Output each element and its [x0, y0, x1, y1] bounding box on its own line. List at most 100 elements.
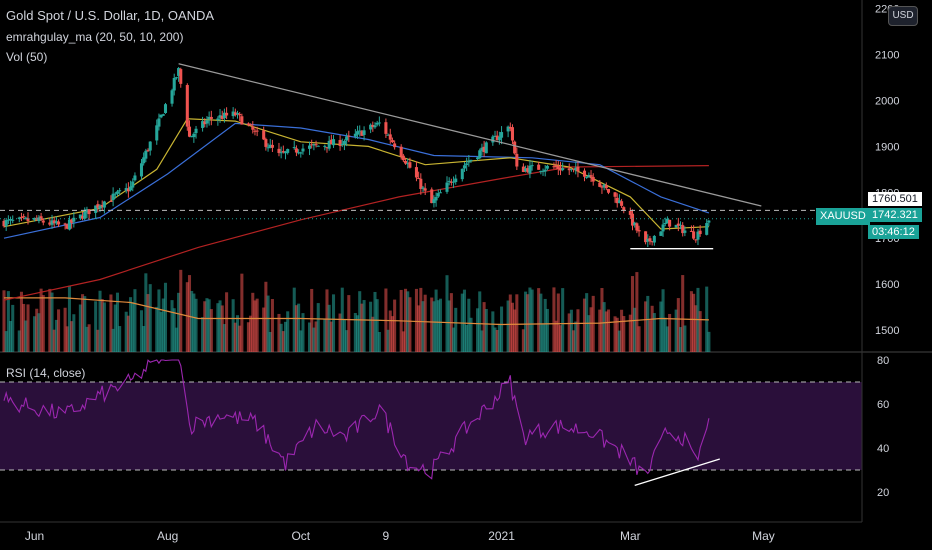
candle-body [39, 216, 43, 220]
volume-bar [681, 275, 685, 352]
candle-body [585, 176, 589, 178]
volume-bar [554, 320, 558, 352]
volume-bar [393, 299, 397, 352]
volume-bar [307, 322, 312, 352]
level-price-tag: 1760.501 [868, 192, 922, 206]
volume-bar [495, 329, 499, 352]
candle-body [572, 168, 576, 170]
volume-legend[interactable]: Vol (50) [6, 50, 48, 64]
volume-bar [277, 313, 281, 352]
volume-bar [478, 291, 482, 352]
volume-bar [233, 322, 237, 352]
candle-body [434, 197, 438, 201]
volume-bar [521, 329, 525, 352]
volume-bar [465, 324, 469, 352]
volume-bar [388, 310, 392, 352]
candle-body [495, 135, 499, 141]
volume-bar [663, 317, 667, 352]
volume-bar [617, 330, 621, 352]
volume-bar [628, 314, 632, 352]
candle-body [294, 148, 298, 153]
candle-body [406, 163, 410, 165]
time-axis-tick-Mar: Mar [620, 529, 641, 543]
volume-bar [620, 309, 624, 352]
volume-bar [358, 291, 362, 352]
volume-bar [665, 326, 669, 352]
candle-body [469, 159, 473, 161]
candle-body [146, 150, 150, 152]
candle-body [96, 204, 100, 208]
candle-body [569, 168, 573, 170]
candle-body [332, 139, 336, 146]
volume-bar [98, 290, 102, 352]
volume-bar [569, 309, 573, 352]
candle-body [707, 220, 711, 223]
ma-legend[interactable]: emrahgulay_ma (20, 50, 10, 200) [6, 30, 184, 44]
candle-body [177, 68, 181, 76]
candle-body [438, 192, 442, 194]
candle-body [179, 69, 183, 84]
volume-bar [57, 309, 61, 352]
volume-bar [360, 303, 364, 352]
candle-body [648, 238, 652, 242]
candle-body [537, 164, 541, 170]
candle-body [292, 147, 296, 149]
volume-bar [644, 301, 648, 352]
rsi-legend[interactable]: RSI (14, close) [6, 366, 86, 380]
volume-bar [67, 285, 71, 352]
volume-bar [231, 299, 235, 352]
volume-bar [172, 308, 176, 352]
candle-body [460, 168, 464, 180]
volume-bar [659, 301, 663, 352]
candle-body [139, 163, 144, 177]
candle-body [133, 175, 137, 181]
volume-bar [87, 324, 91, 352]
rsi-line [3, 359, 710, 480]
volume-bar [83, 296, 87, 352]
candle-body [70, 219, 74, 223]
volume-bar [404, 288, 408, 352]
volume-bar [187, 275, 192, 352]
candle-body [465, 163, 469, 165]
ma20-line [3, 118, 709, 230]
candle-body [576, 166, 580, 172]
candle-body [129, 186, 133, 191]
candle-body [170, 90, 174, 104]
price-axis-tick-1500: 1500 [875, 325, 899, 337]
candle-body [63, 223, 67, 225]
candle-body [545, 165, 549, 169]
candle-body [692, 231, 696, 239]
volume-bar [292, 287, 296, 352]
volume-bar [142, 326, 146, 352]
volume-bar [652, 313, 656, 352]
volume-bar [408, 297, 412, 352]
volume-bar [587, 315, 591, 352]
candle-body [205, 120, 209, 124]
candle-body [484, 142, 488, 154]
candle-body [279, 152, 283, 154]
candle-body [159, 114, 163, 118]
candle-body [556, 165, 560, 170]
candle-body [131, 181, 135, 188]
countdown-tag: 03:46:12 [868, 225, 919, 239]
volume-bar [576, 309, 580, 352]
volume-bar [301, 313, 305, 352]
volume-bar [510, 302, 515, 352]
currency-button[interactable]: USD [888, 6, 918, 26]
volume-bar [606, 309, 611, 352]
candle-body [694, 239, 698, 241]
rsi-divergence-line [634, 458, 720, 487]
volume-bar [430, 297, 434, 352]
candle-body [54, 221, 58, 224]
candle-body [620, 201, 624, 206]
candle-body [561, 168, 565, 171]
candle-body [510, 127, 515, 141]
volume-bar [615, 317, 619, 352]
volume-bar [622, 316, 626, 352]
candle-body [190, 135, 194, 138]
volume-bar [2, 290, 6, 352]
candle-body [85, 209, 89, 213]
volume-ma-line [4, 297, 709, 326]
volume-bar [432, 301, 436, 352]
